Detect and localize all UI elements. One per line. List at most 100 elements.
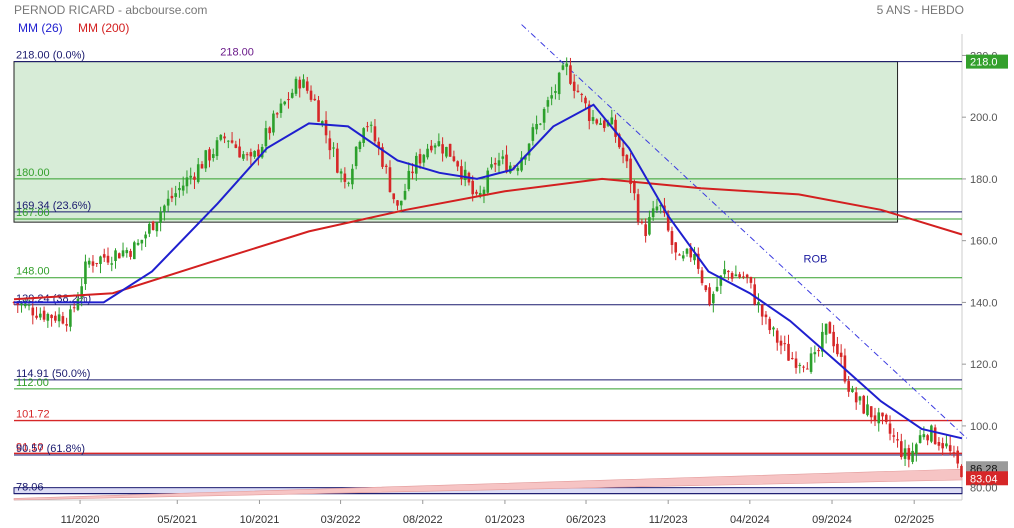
x-tick-label-9: 09/2024: [812, 514, 852, 526]
candle-body: [888, 423, 892, 434]
candle-body: [189, 175, 193, 178]
downtrend-line: [521, 24, 968, 439]
candle-body: [681, 255, 685, 259]
candle-body: [441, 144, 444, 154]
candle-body: [223, 136, 226, 139]
candle-body: [204, 150, 208, 169]
candle-body: [941, 443, 944, 449]
candle-body: [332, 147, 335, 149]
chart-header-right: 5 ANS - HEBDO: [876, 3, 964, 17]
candle-body: [392, 193, 396, 200]
mm200-line: [13, 177, 963, 301]
candle-body: [693, 254, 696, 261]
candle-body: [760, 304, 764, 317]
candle-body: [482, 189, 486, 195]
mm26-line: [14, 103, 963, 440]
candle-body: [396, 200, 399, 206]
candle-body: [561, 65, 565, 70]
candle-body: [757, 302, 760, 305]
candle-body: [775, 330, 779, 343]
candle-body: [121, 250, 125, 257]
candle-body: [238, 146, 241, 158]
price-tag-2: 83.04: [970, 473, 998, 485]
candle-body: [764, 314, 768, 318]
candle-body: [633, 181, 636, 194]
h-line-label-7: 112.00: [16, 377, 49, 389]
candle-body: [933, 427, 937, 445]
candle-body: [181, 185, 185, 191]
h-line-label-6: 114.91 (50.0%): [16, 368, 90, 380]
candle-body: [602, 120, 606, 129]
candle-body: [591, 117, 595, 121]
candle-body: [851, 389, 854, 392]
candle-body: [648, 217, 651, 235]
candle-body: [76, 298, 80, 310]
candle-body: [572, 81, 576, 91]
candle-body: [930, 425, 933, 442]
x-tick-label-8: 04/2024: [730, 514, 770, 526]
candle-body: [384, 165, 388, 167]
candle-body: [163, 205, 166, 213]
y-tick-label-1: 200.0: [970, 112, 998, 124]
candle-body: [65, 324, 68, 326]
candle-body: [80, 286, 83, 298]
support-zone: [13, 61, 899, 223]
candle-body: [956, 450, 960, 464]
candle-body: [463, 169, 467, 180]
candle-body: [655, 206, 659, 211]
candle-body: [749, 276, 753, 283]
candle-body: [234, 144, 238, 148]
candle-body: [847, 381, 850, 392]
x-tick-label-2: 10/2021: [240, 514, 280, 526]
candle-body: [524, 155, 527, 160]
candle-body: [501, 156, 505, 159]
candle-body: [832, 331, 835, 347]
candle-body: [621, 147, 625, 157]
candle-body: [550, 95, 553, 99]
candle-body: [700, 270, 704, 284]
candle-body: [445, 146, 448, 157]
candle-body: [253, 150, 256, 157]
candle-body: [102, 254, 106, 258]
candle-body: [110, 263, 114, 265]
candle-body: [884, 414, 888, 423]
candle-body: [704, 285, 708, 291]
x-tick-label-4: 08/2022: [403, 514, 443, 526]
candle-body: [790, 358, 794, 360]
candle-body: [35, 315, 38, 318]
candle-body: [159, 211, 162, 223]
candle-body: [27, 304, 31, 306]
candle-body: [873, 415, 877, 421]
candle-body: [794, 358, 798, 368]
candle-body: [869, 406, 873, 418]
candle-body: [50, 314, 53, 319]
candle-body: [918, 435, 922, 443]
candle-body: [72, 307, 76, 309]
candle-body: [629, 158, 632, 185]
candle-body: [960, 465, 963, 477]
candle-body: [20, 303, 23, 306]
candle-body: [508, 165, 512, 173]
candle-body: [144, 234, 147, 239]
candle-body: [99, 256, 102, 264]
candle-body: [670, 231, 674, 245]
candle-body: [87, 260, 91, 265]
candle-body: [745, 274, 749, 278]
candle-body: [399, 200, 403, 206]
candle-body: [569, 65, 572, 84]
candle-body: [712, 293, 715, 304]
x-tick-label-6: 06/2023: [566, 514, 606, 526]
candle-body: [802, 366, 805, 368]
candle-body: [674, 242, 678, 253]
candle-body: [193, 176, 196, 180]
candle-body: [666, 214, 670, 231]
candle-body: [896, 439, 899, 441]
candle-body: [422, 154, 426, 163]
candle-body: [433, 145, 437, 148]
candle-body: [336, 148, 339, 173]
candle-body: [798, 364, 802, 366]
candle-body: [125, 250, 129, 254]
candle-body: [185, 177, 189, 187]
candle-body: [531, 127, 535, 141]
candle-body: [437, 141, 441, 147]
